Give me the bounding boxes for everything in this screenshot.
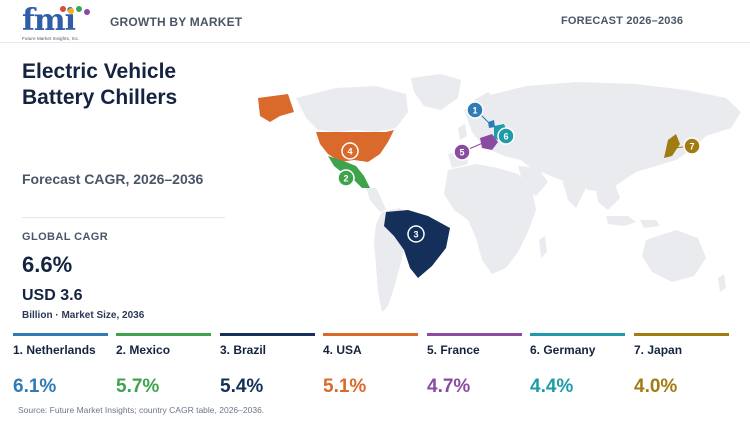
country-name: 2. Mexico (116, 343, 171, 357)
marker-circle (341, 142, 359, 160)
madagascar-shape (539, 236, 547, 258)
country-name: 3. Brazil (220, 343, 267, 357)
global-cagr-label: GLOBAL CAGR (22, 231, 109, 243)
indonesia-shape (606, 216, 660, 228)
brazil-shape[interactable] (384, 210, 450, 278)
marker-layer: 1 2 3 4 5 6 7 (337, 101, 701, 243)
marker-circle (683, 137, 701, 155)
marker-mexico[interactable]: 2 (337, 169, 355, 187)
card-accent-bar (220, 333, 315, 336)
country-cagr: 6.1% (13, 376, 57, 397)
canada-shape (296, 86, 408, 132)
alaska-shape[interactable] (258, 94, 294, 122)
marker-label: 4 (347, 147, 352, 157)
divider (22, 217, 225, 218)
arabia-shape (518, 166, 548, 196)
country-name: 7. Japan (634, 343, 683, 357)
greenland-shape (411, 74, 461, 110)
new-zealand-shape (718, 274, 726, 292)
country-card-france[interactable]: 5. France 4.7% (427, 333, 522, 399)
country-name: 5. France (427, 343, 480, 357)
country-name: 6. Germany (530, 343, 596, 357)
marker-circle (453, 143, 471, 161)
logo-dot-yellow (68, 8, 74, 14)
marker-circle (497, 127, 515, 145)
marker-circle (407, 225, 425, 243)
source-note: Source: Future Market Insights; country … (18, 405, 265, 415)
uk-shape (458, 124, 467, 140)
southeast-asia-shape (596, 182, 620, 210)
marker-label: 3 (413, 230, 418, 240)
central-america-shape (366, 188, 386, 212)
country-cagr: 5.4% (220, 376, 264, 397)
marker-label: 5 (459, 148, 464, 158)
eurasia-shape (464, 82, 741, 192)
page-subtitle: Forecast CAGR, 2026–2036 (22, 171, 204, 187)
marker-japan[interactable]: 7 (683, 137, 701, 155)
country-cagr: 4.0% (634, 376, 678, 397)
card-accent-bar (634, 333, 729, 336)
country-card-germany[interactable]: 6. Germany 4.4% (530, 333, 625, 399)
africa-shape (444, 164, 536, 274)
india-shape (561, 174, 586, 208)
card-accent-bar (530, 333, 625, 336)
logo-dot-purple (84, 9, 90, 15)
growth-by-market-label: GROWTH BY MARKET (110, 15, 243, 29)
world-map: 1 2 3 4 5 6 7 (258, 74, 741, 312)
country-card-brazil[interactable]: 3. Brazil 5.4% (220, 333, 315, 399)
marker-label: 6 (503, 132, 508, 142)
marker-label: 2 (343, 174, 348, 184)
card-accent-bar (323, 333, 418, 336)
map-land (296, 74, 741, 312)
country-name: 4. USA (323, 343, 362, 357)
logo-wordmark: fmi (22, 3, 76, 38)
card-accent-bar (116, 333, 211, 336)
market-size-value: USD 3.6 (22, 287, 83, 304)
country-cagr: 5.7% (116, 376, 160, 397)
country-card-usa[interactable]: 4. USA 5.1% (323, 333, 418, 399)
logo-dot-red (60, 6, 66, 12)
marker-label: 7 (689, 142, 694, 152)
country-card-mexico[interactable]: 2. Mexico 5.7% (116, 333, 211, 399)
country-cagr: 4.4% (530, 376, 574, 397)
logo-tagline: Future Market Insights, Inc. (22, 36, 80, 41)
country-card-netherlands[interactable]: 1. Netherlands 6.1% (13, 333, 108, 399)
card-accent-bar (13, 333, 108, 336)
france-shape[interactable] (480, 134, 498, 150)
country-cagr: 4.7% (427, 376, 471, 397)
header-bar: fmi Future Market Insights, Inc. GROWTH … (0, 0, 750, 43)
japan-shape[interactable] (664, 134, 680, 158)
marker-germany[interactable]: 6 (497, 127, 515, 145)
australia-shape (642, 230, 706, 282)
forecast-period-label: FORECAST 2026–2036 (561, 15, 684, 27)
marker-label: 1 (472, 106, 477, 116)
country-name: 1. Netherlands (13, 343, 96, 357)
marker-circle (337, 169, 355, 187)
country-cagr: 5.1% (323, 376, 367, 397)
netherlands-shape[interactable] (488, 120, 495, 128)
global-cagr-value: 6.6% (22, 252, 73, 277)
logo-dot-green (76, 6, 82, 12)
marker-france[interactable]: 5 (453, 143, 471, 161)
marker-usa[interactable]: 4 (341, 142, 359, 160)
country-cards: 1. Netherlands 6.1% 2. Mexico 5.7% 3. Br… (13, 333, 737, 399)
page-title: Electric Vehicle Battery Chillers (22, 60, 178, 109)
card-accent-bar (427, 333, 522, 336)
marker-netherlands[interactable]: 1 (466, 101, 484, 119)
marker-circle (466, 101, 484, 119)
country-card-japan[interactable]: 7. Japan 4.0% (634, 333, 729, 399)
market-size-label: Billion · Market Size, 2036 (22, 310, 145, 321)
fmi-logo[interactable]: fmi Future Market Insights, Inc. (22, 3, 92, 41)
marker-brazil[interactable]: 3 (407, 225, 425, 243)
